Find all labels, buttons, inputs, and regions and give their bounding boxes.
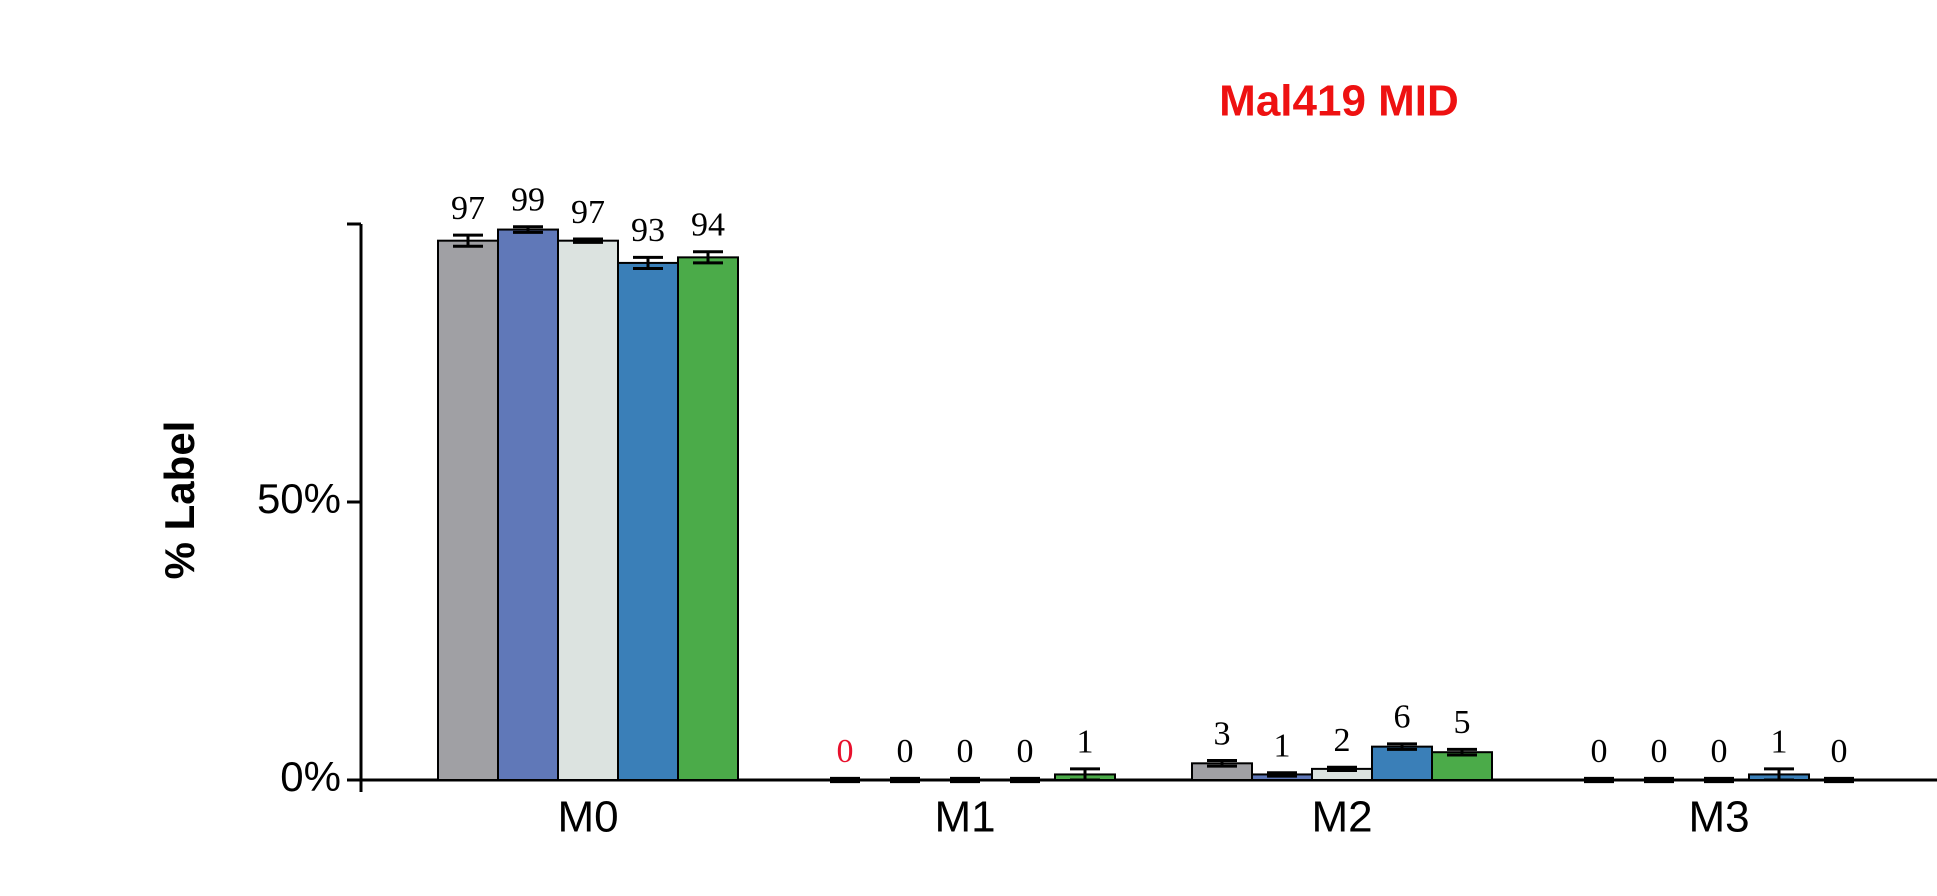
error-bar [830,776,860,784]
error-bar [1070,767,1100,782]
y-axis-label: % Label [156,421,203,580]
value-label: 0 [1651,733,1668,770]
value-label: 97 [571,194,605,231]
error-bar [693,250,723,265]
value-label: 5 [1454,704,1471,741]
bar [1371,745,1433,782]
value-label: 2 [1334,722,1351,759]
x-tick-label: M3 [1688,793,1749,842]
error-bar [890,776,920,784]
bar [437,239,499,781]
bar [497,228,559,781]
bar [1431,751,1493,782]
bar [557,239,619,781]
value-label: 99 [511,182,545,219]
error-bar [1327,765,1357,773]
error-bar [1824,776,1854,784]
error-bar [453,233,483,248]
value-label: 0 [897,733,914,770]
value-label: 0 [1831,733,1848,770]
error-bar [1207,759,1237,768]
value-label: 0 [837,733,854,770]
value-label: 0 [957,733,974,770]
error-bar [1704,776,1734,784]
bar [677,256,739,781]
value-label: 93 [631,212,665,249]
chart-title: Mal419 MID [1219,77,1459,126]
error-bar [1584,776,1614,784]
error-bar [513,225,543,234]
value-label: 3 [1214,715,1231,752]
error-bar [1267,771,1297,778]
y-tick-label: 0% [280,753,341,800]
error-bar [633,255,663,270]
error-bar [1644,776,1674,784]
value-label: 1 [1274,728,1291,765]
y-tick-label: 50% [257,475,341,522]
error-bar [1387,742,1417,751]
value-label: 97 [451,190,485,227]
value-label: 94 [691,207,725,244]
value-label: 0 [1591,733,1608,770]
value-label: 0 [1711,733,1728,770]
x-tick-label: M0 [557,793,618,842]
value-label: 1 [1077,724,1094,761]
bar [617,261,679,782]
error-bar [573,237,603,244]
error-bar [950,776,980,784]
error-bar [1010,776,1040,784]
x-tick-label: M1 [934,793,995,842]
error-bar [1447,747,1477,757]
value-label: 6 [1394,699,1411,736]
value-label: 1 [1771,724,1788,761]
value-label: 0 [1017,733,1034,770]
x-tick-label: M2 [1311,793,1372,842]
error-bar [1764,767,1794,782]
